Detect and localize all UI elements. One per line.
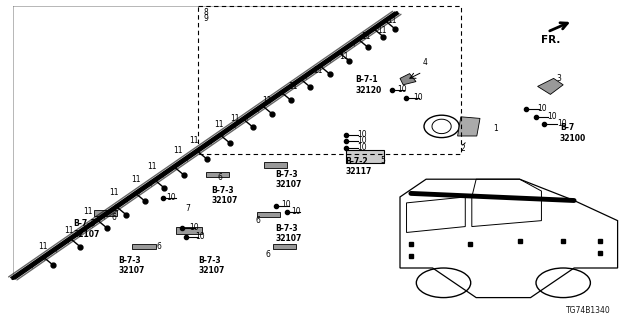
- Text: B-7-3
32107: B-7-3 32107: [275, 224, 301, 244]
- Text: 5: 5: [381, 156, 386, 164]
- Polygon shape: [132, 244, 156, 249]
- Text: 10: 10: [547, 112, 557, 121]
- Text: 11: 11: [288, 82, 298, 91]
- Text: 11: 11: [189, 136, 198, 145]
- Text: 11: 11: [378, 26, 387, 35]
- Text: B-7-3
32107: B-7-3 32107: [275, 170, 301, 189]
- Text: 10: 10: [357, 130, 367, 139]
- Text: B-7-3
32107: B-7-3 32107: [198, 256, 225, 276]
- Text: 3: 3: [557, 74, 562, 83]
- Text: TG74B1340: TG74B1340: [566, 306, 611, 315]
- Text: 10: 10: [538, 104, 547, 113]
- Text: 11: 11: [147, 162, 157, 171]
- Text: B-7-3
32107: B-7-3 32107: [211, 186, 237, 205]
- Text: 6: 6: [157, 242, 162, 251]
- Polygon shape: [94, 210, 117, 216]
- Text: 11: 11: [230, 114, 240, 123]
- Polygon shape: [206, 172, 229, 177]
- Text: B-7
32100: B-7 32100: [560, 123, 586, 143]
- Polygon shape: [273, 244, 296, 249]
- Text: 6: 6: [112, 213, 117, 222]
- Text: 9: 9: [204, 14, 209, 23]
- Text: 10: 10: [166, 193, 176, 202]
- Text: 4: 4: [422, 58, 428, 67]
- Polygon shape: [257, 212, 280, 217]
- Text: 2: 2: [461, 144, 465, 153]
- Text: FR.: FR.: [541, 35, 560, 45]
- Text: 10: 10: [189, 223, 198, 232]
- Text: 8: 8: [204, 8, 208, 17]
- Polygon shape: [538, 78, 563, 94]
- Text: 11: 11: [131, 175, 141, 184]
- Text: 11: 11: [38, 242, 48, 251]
- Text: 11: 11: [64, 226, 74, 235]
- Text: 6: 6: [218, 173, 223, 182]
- Text: 11: 11: [83, 207, 93, 216]
- Text: 6: 6: [256, 216, 261, 225]
- Text: 1: 1: [493, 124, 497, 132]
- Text: 10: 10: [291, 207, 301, 216]
- Polygon shape: [458, 117, 480, 136]
- Polygon shape: [264, 162, 287, 168]
- Text: 11: 11: [314, 66, 323, 75]
- Text: 10: 10: [282, 200, 291, 209]
- Text: 10: 10: [195, 232, 205, 241]
- Text: B-7-3
32107: B-7-3 32107: [74, 219, 100, 239]
- Text: 10: 10: [397, 85, 406, 94]
- Text: 10: 10: [557, 119, 566, 128]
- Polygon shape: [176, 227, 202, 234]
- Text: 7: 7: [186, 204, 191, 212]
- Bar: [346, 150, 384, 163]
- Polygon shape: [400, 74, 416, 85]
- Text: 11: 11: [387, 16, 397, 25]
- Text: 10: 10: [357, 143, 367, 152]
- Text: B-7-2
32117: B-7-2 32117: [346, 157, 372, 176]
- Text: 11: 11: [109, 188, 118, 196]
- Text: 10: 10: [357, 136, 367, 145]
- Text: 11: 11: [262, 96, 272, 105]
- Text: 11: 11: [339, 52, 349, 60]
- Text: 11: 11: [362, 32, 371, 41]
- Text: 11: 11: [173, 146, 182, 155]
- Text: B-7-1
32120: B-7-1 32120: [355, 75, 381, 95]
- Text: 11: 11: [214, 120, 224, 129]
- Text: 10: 10: [413, 93, 422, 102]
- Text: 6: 6: [266, 250, 271, 259]
- Text: B-7-3
32107: B-7-3 32107: [118, 256, 145, 276]
